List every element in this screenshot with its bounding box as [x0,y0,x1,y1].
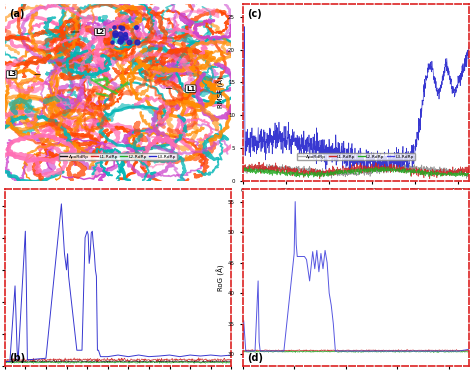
Text: (a): (a) [9,9,25,19]
Text: L2: L2 [95,29,104,35]
Text: (c): (c) [247,9,262,19]
Text: (b): (b) [9,353,26,363]
Legend: ApoRdRp, L1-RdRp, L2-RdRp, L3-RdRp: ApoRdRp, L1-RdRp, L2-RdRp, L3-RdRp [297,153,415,161]
Text: L1: L1 [186,85,195,92]
X-axis label: Residue index: Residue index [332,196,380,202]
Legend: ApoRdRp, L1-RdRp, L2-RdRp, L3-RdRp: ApoRdRp, L1-RdRp, L2-RdRp, L3-RdRp [59,153,177,161]
Y-axis label: RMSF (Å): RMSF (Å) [217,76,225,108]
Text: L3: L3 [7,71,16,77]
Text: (d): (d) [247,353,263,363]
Y-axis label: RoG (Å): RoG (Å) [217,265,225,291]
